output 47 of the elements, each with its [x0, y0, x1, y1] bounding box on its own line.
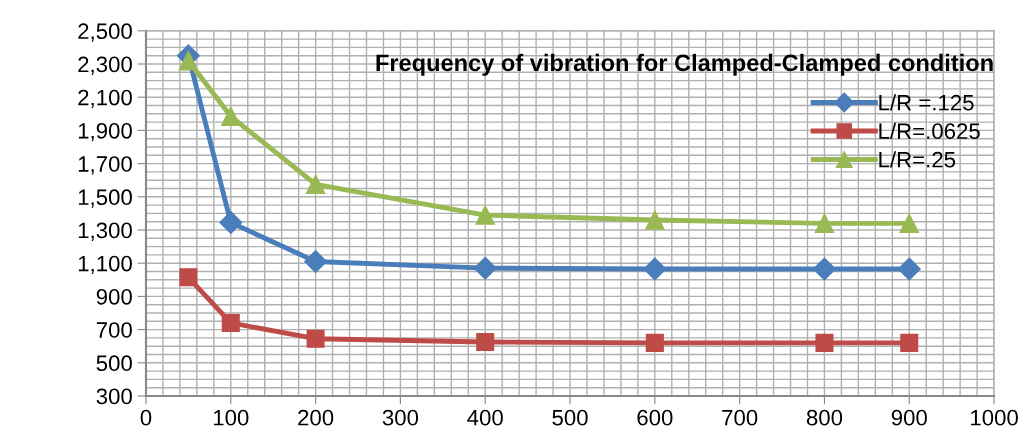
y-tick-label: 1,300: [78, 222, 132, 241]
point: [814, 213, 835, 234]
x-tick-label: 400: [467, 409, 503, 426]
x-tick-label: 0: [140, 409, 152, 426]
y-tick-label: 1,700: [78, 156, 132, 175]
point: [476, 333, 495, 352]
y-tick-label: 2,300: [78, 56, 132, 75]
point: [475, 205, 495, 225]
point: [645, 333, 664, 352]
point: [473, 256, 497, 280]
point: [221, 106, 241, 127]
x-tick-label: 200: [298, 409, 334, 426]
point: [897, 257, 921, 281]
legend-label: L/R=.0625: [879, 122, 980, 140]
point: [304, 250, 328, 274]
point: [221, 313, 240, 332]
y-tick-label: 500: [96, 355, 132, 372]
point: [899, 213, 919, 234]
point: [306, 329, 325, 348]
y-tick-label: 1,900: [78, 122, 132, 142]
y-tick-label: 2,100: [78, 89, 132, 109]
x-tick-label: 300: [382, 409, 419, 426]
point: [643, 257, 667, 281]
point: [645, 210, 665, 230]
x-tick-label: 500: [552, 409, 588, 426]
x-tick-label: 1000: [971, 409, 1018, 426]
y-tick-label: 700: [96, 322, 132, 338]
point: [305, 174, 326, 195]
y-tick-label: 300: [96, 388, 132, 405]
point: [815, 333, 834, 352]
x-tick-label: 700: [722, 409, 758, 426]
y-tick-label: 2,500: [78, 23, 132, 42]
point: [812, 257, 836, 281]
y-tick-label: 1,500: [78, 189, 132, 208]
y-tick-label: 900: [96, 288, 132, 305]
point: [900, 333, 919, 352]
x-tick-label: 600: [637, 409, 673, 426]
legend-label: L/R=.25: [879, 151, 956, 168]
x-tick-label: 100: [213, 409, 249, 426]
text: Frequency of vibration for Clamped-Clamped condition: [376, 53, 993, 76]
x-tick-label: 900: [891, 409, 927, 426]
point: [179, 268, 198, 287]
legend-label: L/R =.125: [879, 94, 974, 111]
y-tick-label: 1,100: [78, 255, 132, 275]
point: [219, 211, 243, 235]
x-tick-label: 800: [806, 409, 843, 426]
point: [178, 50, 199, 71]
